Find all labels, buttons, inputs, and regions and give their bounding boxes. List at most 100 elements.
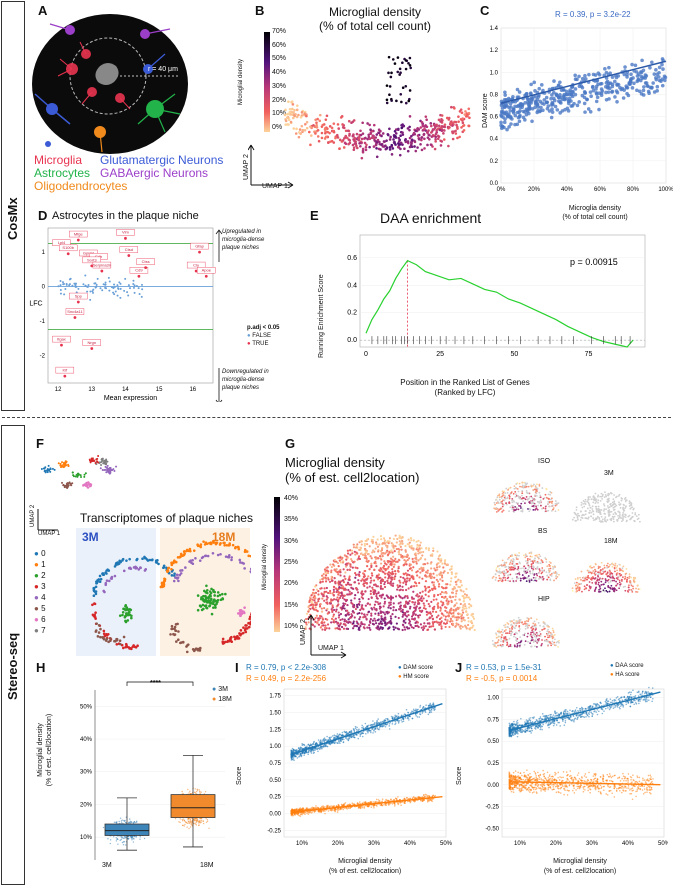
umap-point — [437, 124, 441, 128]
umap-point — [354, 553, 357, 556]
umap-point — [392, 565, 395, 568]
umap-point — [394, 595, 398, 598]
y-tick-label: 0.0 — [347, 337, 357, 344]
small-umap-point — [498, 498, 501, 501]
umap-point — [392, 582, 395, 585]
small-umap-point — [603, 508, 606, 511]
umap-point — [450, 577, 453, 580]
small-umap-point — [587, 502, 590, 505]
small-umap-point — [606, 562, 609, 565]
small-umap-point — [592, 517, 594, 519]
small-umap-point — [497, 639, 500, 641]
umap-point — [417, 625, 420, 629]
umap-point — [456, 127, 459, 130]
umap-point — [397, 628, 401, 631]
small-umap-point — [515, 483, 518, 485]
umap-point — [399, 588, 402, 591]
umap-point — [398, 584, 402, 587]
regression-line — [500, 60, 667, 105]
small-umap-point — [588, 585, 591, 588]
umap-point — [419, 126, 423, 129]
umap-point — [388, 93, 391, 97]
small-umap-point — [500, 496, 503, 499]
umap-point — [365, 578, 368, 581]
scatter-point — [661, 67, 665, 71]
umap-point — [454, 624, 457, 628]
small-umap-point — [537, 504, 539, 507]
small-umap-point — [624, 516, 627, 519]
small-umap-point — [512, 566, 515, 569]
panel-label-i: I — [235, 660, 239, 675]
gene-label: Nrgn — [87, 340, 96, 345]
small-umap-point — [637, 588, 640, 591]
small-umap-point — [550, 505, 553, 508]
gene-label: Serpina3n — [93, 262, 111, 267]
small-umap-point — [502, 640, 505, 643]
scatter-point — [552, 98, 557, 103]
small-umap-point — [607, 578, 610, 581]
niche-point — [99, 627, 102, 631]
panel-label-c: C — [480, 3, 490, 18]
umap-point — [384, 576, 387, 579]
niche-point — [94, 590, 98, 593]
small-umap-point — [581, 590, 583, 593]
small-umap-point — [546, 634, 549, 637]
niche-point — [213, 590, 216, 594]
niche-point — [105, 579, 109, 582]
umap-point — [359, 144, 362, 148]
scatter-point — [503, 117, 507, 121]
small-umap-point — [495, 632, 497, 635]
umap-point — [465, 607, 468, 610]
small-umap-point — [627, 586, 630, 589]
umap-point — [377, 147, 381, 151]
umap-point — [404, 560, 408, 563]
umap-point — [404, 601, 408, 605]
umap-point — [427, 586, 431, 589]
umap-point — [374, 143, 378, 146]
umap-point — [359, 129, 362, 133]
small-umap-point — [533, 503, 536, 506]
mini-umap-point — [69, 482, 72, 485]
mini-umap-point — [49, 470, 52, 473]
cluster-dot: ● — [34, 604, 42, 613]
mini-umap-point — [92, 459, 95, 462]
scatter-point — [518, 103, 523, 108]
small-umap-point — [588, 504, 591, 507]
panel-label-g: G — [285, 436, 296, 451]
umap-point — [332, 588, 335, 591]
small-umap-point — [547, 493, 550, 496]
umap-point — [389, 615, 392, 618]
umap-point — [375, 133, 379, 136]
small-umap-point — [498, 577, 501, 580]
small-umap-point — [545, 558, 548, 561]
umap-point — [426, 143, 429, 147]
umap-point — [417, 559, 420, 562]
small-umap-point — [576, 578, 579, 581]
umap-point — [353, 136, 357, 140]
umap-point — [409, 623, 412, 627]
umap-point — [450, 565, 453, 568]
umap-point — [370, 596, 373, 599]
umap-point — [449, 583, 452, 586]
umap-point — [344, 129, 348, 133]
umap-point — [335, 560, 338, 563]
small-umap-point — [512, 580, 515, 582]
colorbar-tick: 60% — [272, 41, 287, 49]
umap-point — [363, 141, 367, 145]
umap-point — [432, 583, 435, 587]
umap-point — [332, 593, 335, 597]
scatter-point — [655, 84, 660, 89]
umap-point — [389, 75, 393, 79]
small-umap-point — [535, 505, 537, 508]
small-umap-point — [530, 563, 533, 566]
niche-point — [227, 544, 231, 547]
niche-point — [176, 622, 179, 626]
cluster-label: 0 — [41, 549, 46, 558]
umap-point — [353, 624, 356, 627]
umap-point — [418, 609, 422, 612]
umap-point — [353, 581, 357, 584]
umap-point — [416, 134, 420, 137]
umap-point — [331, 609, 334, 612]
small-umap-point — [521, 492, 524, 495]
